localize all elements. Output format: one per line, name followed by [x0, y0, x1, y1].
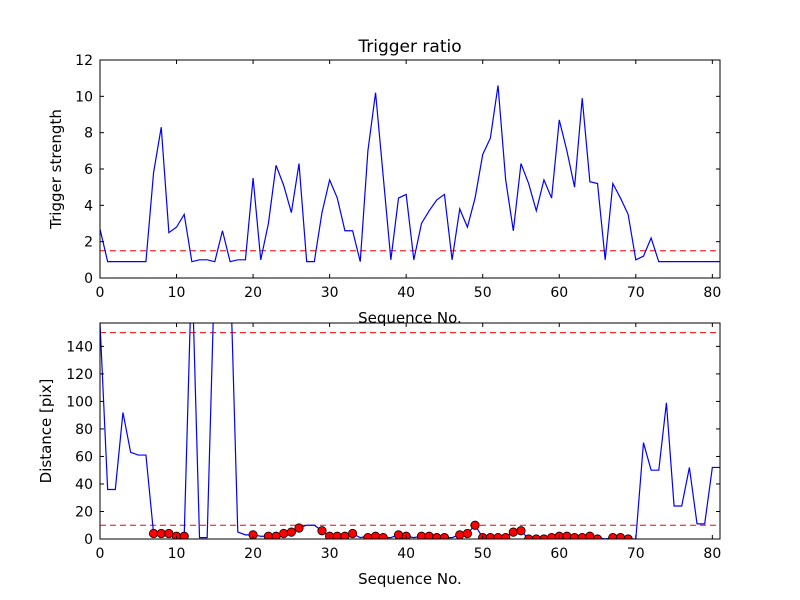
data-point-marker [439, 533, 450, 539]
bottom-chart: 0 10 20 30 40 50 60 70 80 0 20 40 60 80 100 120 140 Sequ… [37, 322, 721, 588]
bottom-tick-layer: 0 10 20 30 40 50 60 70 80 0 20 40 60 80 100 120 140 [66, 323, 721, 562]
x-tick-label: 70 [627, 285, 645, 301]
top-x-axis-label: Sequence No. [358, 309, 462, 327]
y-tick-label: 6 [84, 162, 93, 178]
plot-area [100, 85, 720, 263]
data-point-marker [164, 528, 174, 539]
data-point-marker [156, 528, 166, 539]
y-tick-label: 140 [66, 339, 93, 355]
bottom-plot-frame [99, 322, 721, 540]
x-tick-label: 80 [703, 285, 721, 301]
data-point-marker [508, 527, 518, 537]
x-tick-label: 50 [474, 285, 492, 301]
bottom-x-axis-label: Sequence No. [358, 570, 462, 588]
y-tick-label: 60 [75, 449, 93, 465]
data-point-marker [393, 530, 404, 539]
bottom-y-axis-label: Distance [pix] [37, 379, 55, 484]
data-point-marker [516, 526, 526, 536]
x-tick-label: 30 [321, 546, 339, 562]
y-tick-label: 80 [75, 422, 93, 438]
y-tick-label: 100 [66, 394, 93, 410]
x-tick-label: 50 [474, 546, 492, 562]
y-tick-label: 10 [75, 89, 93, 105]
x-tick-label: 40 [397, 285, 415, 301]
series-line-0 [100, 85, 720, 263]
data-point-marker [501, 533, 511, 539]
data-point-marker [148, 528, 159, 539]
top-chart-title: Trigger ratio [357, 37, 461, 57]
x-tick-label: 80 [703, 546, 721, 562]
x-tick-label: 30 [321, 285, 339, 301]
x-tick-label: 10 [168, 546, 186, 562]
data-point-marker [317, 526, 327, 536]
data-point-marker [455, 530, 465, 539]
y-tick-label: 8 [84, 126, 93, 142]
y-tick-label: 0 [84, 271, 93, 287]
top-series-layer [100, 85, 720, 263]
y-tick-label: 12 [75, 53, 93, 69]
y-tick-label: 2 [84, 235, 93, 251]
x-tick-label: 40 [397, 546, 415, 562]
x-tick-label: 20 [244, 546, 262, 562]
y-tick-label: 4 [84, 198, 93, 214]
top-tick-layer: 0 10 20 30 40 50 60 70 80 0 2 4 6 8 10 12 [75, 53, 721, 301]
data-point-marker [347, 528, 358, 539]
data-point-marker [286, 527, 296, 537]
data-point-marker [462, 528, 473, 539]
x-tick-label: 0 [96, 285, 105, 301]
x-tick-label: 0 [96, 546, 105, 562]
bottom-series-layer [100, 323, 720, 539]
x-tick-label: 70 [627, 546, 645, 562]
top-plot-frame [99, 59, 721, 279]
y-tick-label: 120 [66, 367, 93, 383]
data-point-marker [470, 520, 480, 530]
x-tick-label: 60 [550, 285, 568, 301]
data-point-marker [279, 528, 289, 539]
data-point-marker [378, 533, 388, 539]
x-tick-label: 10 [168, 285, 186, 301]
data-point-marker [248, 530, 258, 539]
plot-area [100, 323, 720, 539]
y-tick-label: 0 [84, 532, 93, 548]
data-point-marker [294, 523, 304, 533]
data-point-marker [179, 531, 189, 539]
top-y-axis-label: Trigger strength [47, 109, 65, 230]
x-tick-label: 60 [550, 546, 568, 562]
x-tick-label: 20 [244, 285, 262, 301]
y-tick-label: 40 [75, 477, 93, 493]
y-tick-label: 20 [75, 504, 93, 520]
